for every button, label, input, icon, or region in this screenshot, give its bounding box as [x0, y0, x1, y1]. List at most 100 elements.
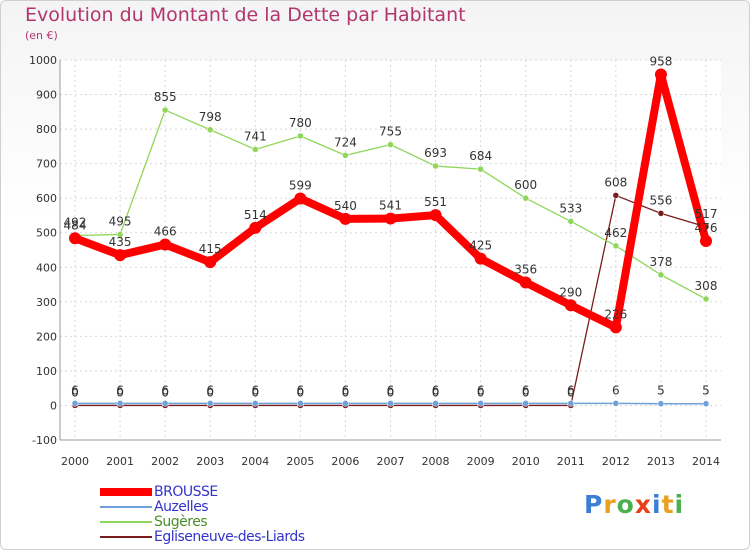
y-tick-label: -100: [32, 434, 57, 447]
x-tick-label: 2010: [512, 455, 540, 468]
data-label: 6: [477, 383, 485, 397]
data-point: [297, 400, 304, 407]
chart-subtitle: (en €): [25, 29, 58, 42]
data-point: [387, 400, 394, 407]
x-tick-label: 2011: [557, 455, 585, 468]
data-label: 226: [604, 307, 627, 321]
y-tick-label: 1000: [29, 54, 57, 67]
data-point: [567, 218, 575, 225]
data-label: 6: [567, 383, 575, 397]
data-point: [342, 400, 349, 407]
data-label: 0: [522, 385, 530, 399]
data-label: 0: [251, 385, 259, 399]
data-point: [477, 400, 484, 407]
data-point: [564, 299, 577, 312]
data-label: 0: [161, 385, 169, 399]
data-label: 6: [432, 383, 440, 397]
data-point: [432, 162, 439, 170]
data-point: [71, 400, 79, 407]
data-point: [477, 165, 484, 173]
y-tick-label: 600: [36, 192, 57, 205]
logo-letter: i: [674, 490, 685, 519]
data-label: 492: [64, 215, 87, 229]
chart-title: Evolution du Montant de la Dette par Hab…: [25, 4, 466, 26]
data-label: 0: [477, 385, 485, 399]
y-tick-label: 300: [36, 296, 57, 309]
data-point: [116, 400, 124, 407]
y-tick-label: 800: [36, 123, 57, 136]
data-point: [206, 400, 214, 407]
data-point: [612, 400, 620, 407]
y-tick-label: 100: [36, 365, 57, 378]
x-tick-label: 2006: [331, 455, 359, 468]
x-tick-label: 2005: [286, 455, 314, 468]
data-point: [609, 321, 622, 334]
y-tick-label: 200: [36, 330, 57, 343]
data-label: 484: [64, 218, 87, 232]
data-label: 356: [514, 262, 537, 276]
legend-label: Auzelles: [154, 499, 209, 515]
data-label: 5: [657, 384, 665, 398]
data-label: 599: [289, 179, 312, 193]
logo-letter: x: [634, 490, 652, 519]
data-point: [384, 212, 397, 225]
legend-swatch: [100, 488, 152, 496]
data-label: 6: [251, 383, 259, 397]
data-label: 425: [469, 239, 492, 253]
data-label: 600: [514, 178, 537, 192]
y-tick-label: 900: [36, 89, 57, 102]
data-label: 6: [116, 383, 124, 397]
data-label: 308: [695, 279, 718, 293]
data-point: [429, 209, 442, 222]
data-point: [567, 400, 575, 407]
data-point: [654, 68, 667, 81]
data-point: [522, 400, 529, 407]
data-point: [432, 400, 439, 407]
data-point: [114, 249, 127, 262]
data-point: [657, 210, 665, 217]
data-label: 780: [289, 116, 312, 130]
x-tick-label: 2003: [196, 455, 224, 468]
legend-label: BROUSSE: [154, 484, 218, 500]
x-tick-label: 2004: [241, 455, 269, 468]
data-point: [702, 295, 710, 303]
data-label: 5: [702, 384, 710, 398]
data-label: 476: [695, 221, 718, 235]
data-point: [204, 256, 217, 269]
data-label: 6: [522, 383, 530, 397]
data-point: [339, 212, 352, 225]
data-point: [249, 221, 262, 234]
logo-letter: P: [584, 490, 604, 519]
data-point: [69, 232, 81, 245]
data-point: [342, 152, 349, 159]
data-label: 0: [567, 385, 575, 399]
data-label: 855: [154, 90, 177, 104]
data-label: 541: [379, 199, 402, 213]
data-label: 6: [612, 383, 620, 397]
y-tick-label: 400: [36, 261, 57, 274]
data-label: 0: [342, 385, 350, 399]
data-label: 540: [334, 199, 357, 213]
data-point: [294, 192, 307, 205]
data-point: [252, 146, 259, 153]
data-label: 551: [424, 195, 447, 209]
data-point: [522, 194, 529, 202]
data-point: [252, 400, 259, 407]
data-label: 0: [432, 385, 440, 399]
data-label: 608: [604, 175, 627, 189]
data-label: 0: [206, 385, 214, 399]
data-label: 0: [387, 385, 395, 399]
data-label: 6: [71, 383, 79, 397]
data-label: 6: [297, 383, 305, 397]
x-tick-label: 2014: [692, 455, 720, 468]
data-point: [206, 126, 214, 134]
data-point: [612, 242, 620, 250]
data-label: 0: [71, 385, 79, 399]
data-label: 958: [649, 55, 672, 69]
logo-letter: o: [616, 490, 635, 519]
data-point: [387, 141, 394, 148]
data-point: [612, 192, 620, 199]
y-tick-label: 700: [36, 158, 57, 171]
logo-letter: t: [661, 490, 675, 519]
